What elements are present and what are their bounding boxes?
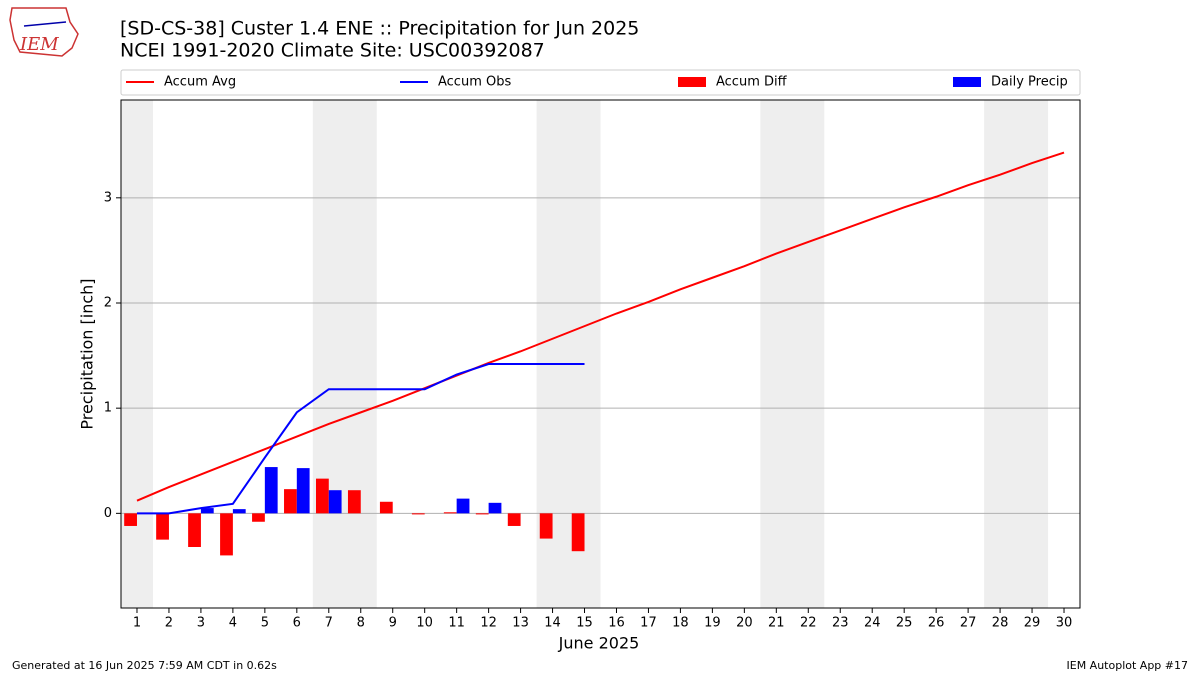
bar — [456, 498, 470, 514]
bar — [315, 478, 329, 514]
bar — [507, 513, 521, 526]
x-tick-label: 30 — [1056, 616, 1073, 631]
x-tick-label: 4 — [229, 616, 237, 631]
bar — [188, 513, 201, 547]
x-tick-label: 27 — [960, 616, 977, 631]
logo-icon — [23, 21, 67, 27]
y-axis-label: Precipitation [inch] — [78, 278, 97, 429]
x-tick-label: 17 — [640, 616, 657, 631]
bar — [124, 513, 137, 526]
x-tick-label: 5 — [261, 616, 269, 631]
x-tick-label: 15 — [576, 616, 593, 631]
x-tick-label: 1 — [133, 616, 141, 631]
x-tick-label: 26 — [928, 616, 945, 631]
x-tick-label: 24 — [864, 616, 881, 631]
bar — [200, 508, 214, 514]
x-tick-label: 8 — [357, 616, 365, 631]
plot-frame — [120, 99, 1081, 609]
x-tick-label: 13 — [512, 616, 529, 631]
bar — [475, 513, 489, 515]
footer-left: Generated at 16 Jun 2025 7:59 AM CDT in … — [12, 659, 277, 672]
x-tick-label: 23 — [832, 616, 849, 631]
x-tick-label: 3 — [197, 616, 205, 631]
x-tick-label: 12 — [480, 616, 497, 631]
x-tick-label: 20 — [736, 616, 753, 631]
logo-text: IEM — [19, 34, 59, 55]
bar — [220, 513, 233, 556]
chart-title: [SD-CS-38] Custer 1.4 ENE :: Precipitati… — [120, 18, 639, 40]
x-tick-label: 22 — [800, 616, 817, 631]
legend-label: Daily Precip — [991, 75, 1068, 90]
legend-label: Accum Diff — [716, 75, 788, 90]
x-tick-label: 16 — [608, 616, 625, 631]
legend-label: Accum Obs — [438, 75, 511, 90]
bar — [264, 467, 278, 514]
line — [136, 151, 1065, 502]
y-tick-label: 2 — [104, 295, 112, 310]
bar — [571, 513, 585, 552]
legend-swatch — [953, 77, 981, 87]
x-tick-label: 10 — [416, 616, 433, 631]
bar — [156, 513, 169, 540]
weekend-shade — [760, 100, 825, 608]
x-tick-label: 29 — [1024, 616, 1041, 631]
bar — [539, 513, 553, 539]
x-tick-label: 7 — [325, 616, 333, 631]
y-tick-label: 1 — [104, 401, 112, 416]
weekend-shade — [312, 100, 377, 608]
bar — [284, 489, 297, 514]
logo-outline — [9, 7, 79, 57]
legend-label: Accum Avg — [164, 75, 236, 90]
bar — [443, 512, 457, 514]
chart-subtitle: NCEI 1991-2020 Climate Site: USC00392087 — [120, 40, 545, 62]
x-tick-label: 25 — [896, 616, 913, 631]
line — [136, 362, 585, 515]
x-tick-label: 21 — [768, 616, 785, 631]
x-axis-label: June 2025 — [558, 634, 640, 653]
bar — [411, 513, 425, 515]
bar — [232, 509, 246, 514]
x-tick-label: 28 — [992, 616, 1009, 631]
weekend-shade — [121, 100, 153, 608]
x-tick-label: 6 — [293, 616, 301, 631]
bar — [488, 502, 502, 514]
bar — [328, 490, 342, 514]
y-tick-label: 0 — [104, 506, 112, 521]
bar — [379, 501, 393, 514]
bar — [252, 513, 265, 522]
x-tick-label: 9 — [389, 616, 397, 631]
weekend-shade — [984, 100, 1049, 608]
footer-right: IEM Autoplot App #17 — [1067, 659, 1189, 672]
x-tick-label: 18 — [672, 616, 689, 631]
bar — [296, 468, 310, 514]
bar — [347, 490, 361, 514]
x-tick-label: 19 — [704, 616, 721, 631]
x-tick-label: 11 — [448, 616, 465, 631]
legend-swatch — [678, 77, 706, 87]
x-tick-label: 14 — [544, 616, 561, 631]
x-tick-label: 2 — [165, 616, 173, 631]
y-tick-label: 3 — [104, 190, 112, 205]
logo: IEM — [9, 7, 79, 57]
legend-box — [120, 69, 1081, 96]
